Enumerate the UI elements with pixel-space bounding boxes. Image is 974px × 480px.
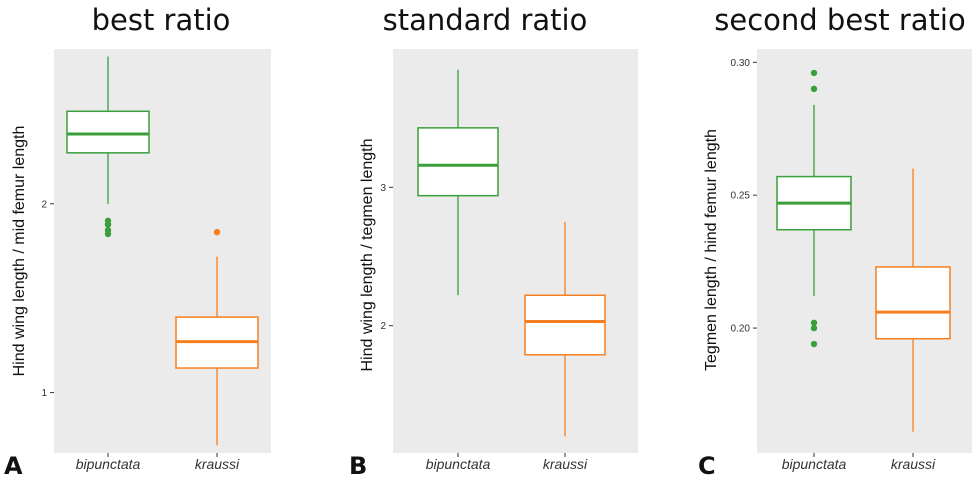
panel-a-box-bipunctata [66,56,150,238]
outlier-point [104,221,112,228]
panel-c-letter: C [698,452,716,480]
panel-a: best ratio 12 Hind wing length / mid fem… [4,3,271,480]
panel-a-boxes [66,56,259,446]
panel-b: standard ratio 23 Hind wing length / teg… [349,3,638,480]
panel-c-category-label-bipunctata: bipunctata [782,456,847,472]
panel-c-plot-area [757,49,972,453]
outlier-point [810,69,818,77]
panel-b-box-bipunctata [417,69,499,296]
panel-b-category-label-kraussi: kraussi [543,456,588,472]
panel-a-y-axis-title: Hind wing length / mid femur length [11,126,28,377]
outlier-point [810,319,818,326]
panel-c-category-label-kraussi: kraussi [891,456,936,472]
box-iqr [875,266,951,340]
panel-a-y-tick-label: 1 [41,388,47,399]
panel-a-y-tick-label: 2 [41,199,47,210]
panel-a-category-label-bipunctata: bipunctata [76,456,141,472]
panel-c-title: second best ratio [714,3,965,37]
panel-a-plot-area [54,49,271,453]
outlier-point [213,228,221,236]
panel-a-box-kraussi [175,228,259,446]
panel-a-title: best ratio [92,3,231,37]
panel-b-category-label-bipunctata: bipunctata [426,456,491,472]
outlier-point [810,85,818,93]
box-iqr [417,127,499,197]
panel-b-y-tick-label: 2 [380,321,386,332]
panel-b-box-kraussi [524,221,606,437]
panel-c: second best ratio 0.20 0.25 0.30 Tegmen le… [698,3,972,480]
panel-b-y-tick-label: 3 [380,183,386,194]
panel-a-y-ticks: 12 [41,199,218,457]
box-iqr [66,110,150,154]
outlier-point [810,324,818,332]
panel-c-y-ticks: 0.20 0.25 0.30 [731,58,914,457]
panel-c-y-tick-label: 0.20 [731,324,751,335]
box-iqr [524,294,606,356]
panel-a-category-label-kraussi: kraussi [195,456,240,472]
panel-b-y-axis-title: Hind wing length / tegmen length [359,138,376,371]
panel-a-letter: A [4,452,23,480]
panel-c-box-kraussi [875,168,951,432]
panel-b-letter: B [349,452,367,480]
outlier-point [810,340,818,348]
panel-c-y-tick-label: 0.30 [731,58,751,69]
panel-c-y-tick-label: 0.25 [731,191,751,202]
panel-c-y-axis-title: Tegmen length / hind femur length [703,129,720,371]
panel-b-plot-area [393,49,638,453]
panel-c-box-bipunctata [776,69,852,348]
panel-b-title: standard ratio [383,3,588,37]
panel-b-y-ticks: 23 [380,183,566,457]
outlier-point [104,230,112,238]
panel-c-boxes [776,69,951,432]
panel-b-boxes [417,69,606,437]
